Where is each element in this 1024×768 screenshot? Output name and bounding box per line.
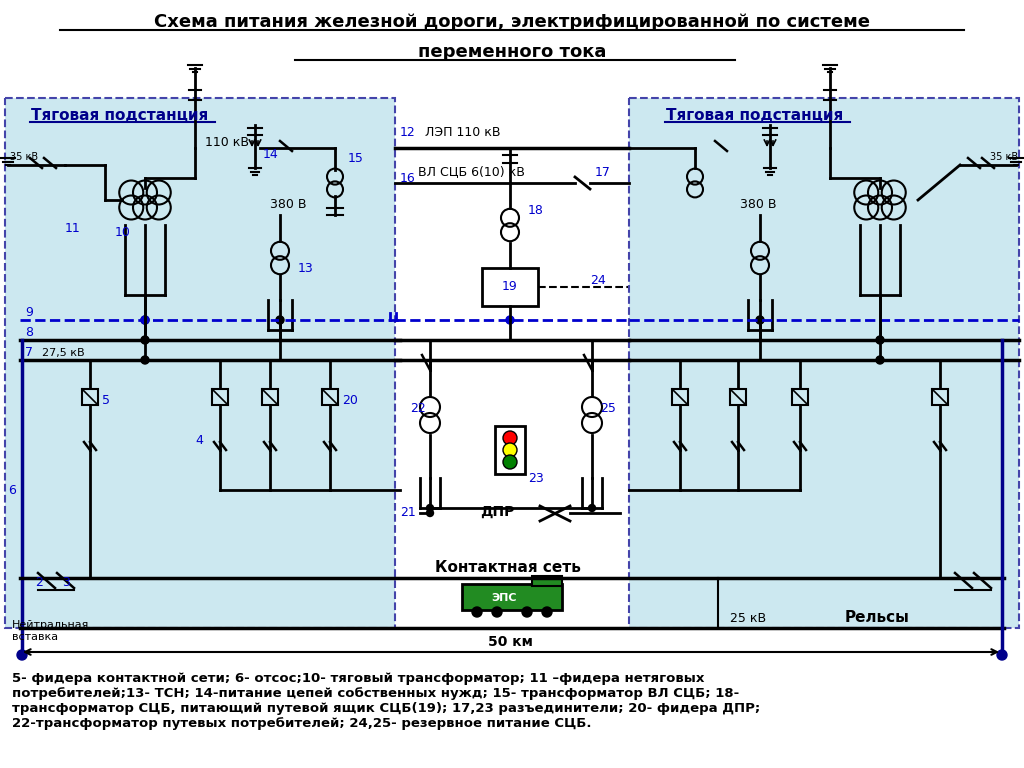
Text: 13: 13	[298, 261, 313, 274]
Circle shape	[141, 336, 150, 344]
Text: Тяговая подстанция: Тяговая подстанция	[32, 108, 209, 123]
Bar	[482, 268, 538, 306]
Circle shape	[522, 607, 532, 617]
Text: 3: 3	[62, 577, 70, 590]
FancyBboxPatch shape	[5, 98, 395, 628]
Text: 2: 2	[35, 577, 43, 590]
Text: ЛЭП 110 кВ: ЛЭП 110 кВ	[425, 125, 501, 138]
Text: Контактная сеть: Контактная сеть	[435, 560, 581, 574]
Text: Нейтральная
вставка: Нейтральная вставка	[12, 620, 89, 641]
Text: 50 км: 50 км	[487, 635, 532, 649]
Text: 380 В: 380 В	[740, 198, 776, 211]
Text: 22: 22	[410, 402, 426, 415]
Circle shape	[141, 316, 150, 324]
Text: 21: 21	[400, 505, 416, 518]
Circle shape	[589, 505, 596, 511]
Bar	[322, 389, 338, 405]
Text: 19: 19	[502, 280, 518, 293]
Text: переменного тока: переменного тока	[418, 43, 606, 61]
Bar	[792, 389, 808, 405]
Text: 380 В: 380 В	[270, 198, 306, 211]
Text: 6: 6	[8, 484, 16, 496]
Text: 35 кВ: 35 кВ	[990, 152, 1018, 162]
Bar	[462, 584, 562, 610]
Text: 10: 10	[115, 226, 131, 239]
Bar	[532, 576, 562, 586]
Bar	[730, 389, 746, 405]
Text: 18: 18	[528, 204, 544, 217]
Circle shape	[876, 336, 884, 344]
Bar	[212, 389, 228, 405]
Text: Схема питания железной дороги, электрифицированной по системе: Схема питания железной дороги, электрифи…	[154, 13, 870, 31]
Circle shape	[503, 431, 517, 445]
Circle shape	[506, 316, 514, 324]
Text: Рельсы: Рельсы	[845, 611, 910, 625]
Circle shape	[427, 509, 433, 517]
Circle shape	[472, 607, 482, 617]
Circle shape	[141, 316, 150, 324]
Circle shape	[756, 316, 764, 324]
Circle shape	[503, 455, 517, 469]
Text: Тяговая подстанция: Тяговая подстанция	[667, 108, 844, 123]
Circle shape	[542, 607, 552, 617]
Circle shape	[492, 607, 502, 617]
Text: 7: 7	[25, 346, 33, 359]
Text: 16: 16	[400, 171, 416, 184]
Bar	[262, 389, 278, 405]
Text: 12: 12	[400, 125, 416, 138]
Circle shape	[17, 650, 27, 660]
Circle shape	[503, 443, 517, 457]
Text: 20: 20	[342, 393, 357, 406]
Text: 27,5 кВ: 27,5 кВ	[42, 348, 85, 358]
Text: 5- фидера контактной сети; 6- отсос;10- тяговый трансформатор; 11 –фидера нетяго: 5- фидера контактной сети; 6- отсос;10- …	[12, 672, 760, 730]
Text: ДПР: ДПР	[480, 505, 514, 519]
FancyBboxPatch shape	[629, 98, 1019, 628]
Text: 15: 15	[348, 151, 364, 164]
Text: 24: 24	[590, 273, 606, 286]
Circle shape	[997, 650, 1007, 660]
Text: 17: 17	[595, 165, 611, 178]
Text: 25: 25	[600, 402, 615, 415]
Text: 23: 23	[528, 472, 544, 485]
Text: 5: 5	[102, 393, 110, 406]
Bar	[932, 389, 948, 405]
Text: ЭПС: ЭПС	[492, 593, 517, 603]
Bar	[495, 426, 525, 474]
Text: 14: 14	[263, 148, 279, 161]
Text: 8: 8	[25, 326, 33, 339]
Circle shape	[141, 356, 150, 364]
Circle shape	[276, 316, 284, 324]
Text: ВЛ СЦБ 6(10) кВ: ВЛ СЦБ 6(10) кВ	[418, 165, 525, 178]
Circle shape	[876, 356, 884, 364]
Bar	[82, 389, 98, 405]
Text: 110 кВ: 110 кВ	[205, 137, 249, 150]
Bar	[672, 389, 688, 405]
Text: 25 кВ: 25 кВ	[730, 611, 766, 624]
Text: 4: 4	[195, 433, 203, 446]
Text: 35 кВ: 35 кВ	[10, 152, 38, 162]
Text: 11: 11	[65, 221, 81, 234]
Circle shape	[427, 505, 433, 511]
Text: 9: 9	[25, 306, 33, 319]
